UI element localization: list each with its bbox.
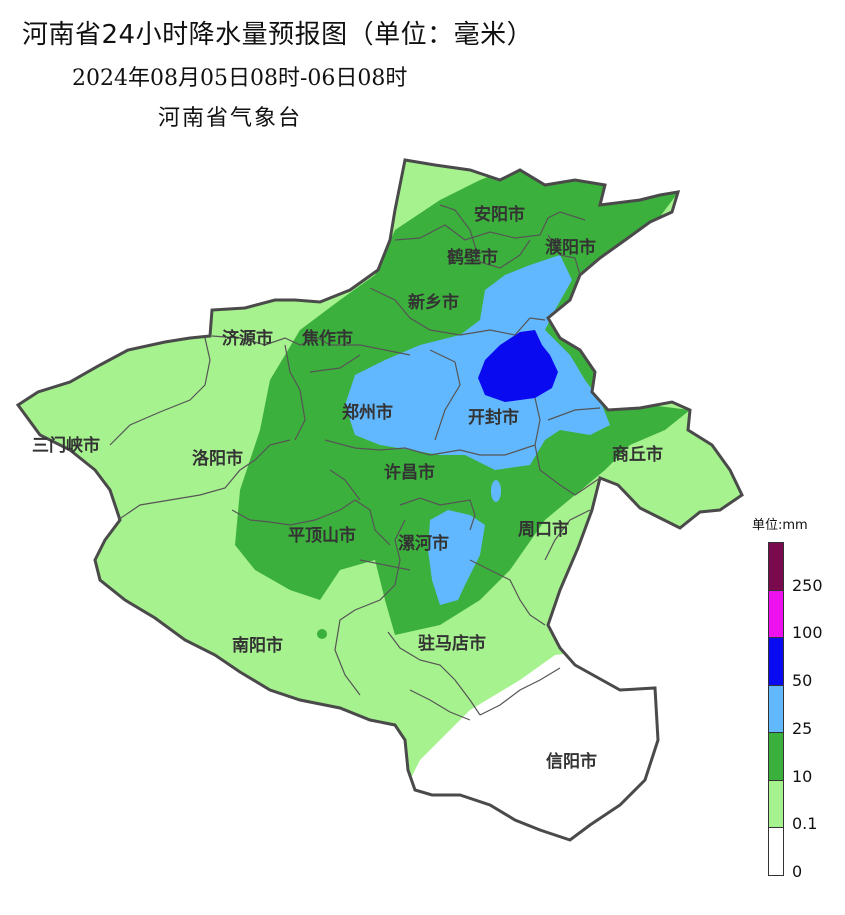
legend-swatch — [769, 685, 783, 734]
city-label-zhumadian: 驻马店市 — [418, 633, 486, 654]
legend-label: 100 — [792, 623, 823, 643]
city-boundaries — [109, 204, 601, 721]
city-label-xinxiang: 新乡市 — [408, 292, 459, 313]
city-label-luoyang: 洛阳市 — [192, 448, 243, 469]
city-label-shangqiu: 商丘市 — [612, 444, 663, 465]
legend-swatch — [769, 780, 783, 829]
city-label-zhengzhou: 郑州市 — [342, 402, 393, 423]
city-labels: 安阳市 鹤壁市 濮阳市 新乡市 济源市 焦作市 郑州市 开封市 三门峡市 洛阳市… — [32, 204, 663, 772]
legend-swatch — [769, 638, 783, 686]
province-border — [15, 158, 744, 842]
legend-swatch — [769, 733, 783, 781]
legend-unit: 单位:mm — [752, 518, 808, 533]
legend-label: 0 — [792, 862, 803, 881]
forecast-period: 2024年08月05日08时-06日08时 — [72, 66, 408, 91]
city-label-kaifeng: 开封市 — [468, 407, 519, 428]
legend-swatch — [769, 828, 783, 876]
legend-color-bar — [768, 542, 784, 876]
city-label-puyang: 濮阳市 — [545, 237, 596, 258]
legend-label: 0.1 — [792, 814, 818, 834]
city-label-pingdingshan: 平顶山市 — [288, 525, 356, 546]
map-title: 河南省24小时降水量预报图（单位：毫米） — [22, 20, 534, 50]
legend-label: 25 — [792, 718, 813, 738]
legend-swatch — [769, 590, 783, 639]
city-label-sanmenxia: 三门峡市 — [32, 435, 100, 456]
city-label-jiyuan: 济源市 — [222, 328, 273, 349]
legend-swatch — [769, 543, 783, 591]
city-label-luohe: 漯河市 — [398, 533, 449, 554]
city-label-zhoukou: 周口市 — [518, 519, 569, 540]
legend-label: 50 — [792, 671, 813, 691]
city-label-xinyang: 信阳市 — [546, 751, 597, 772]
legend-label: 250 — [792, 575, 823, 595]
city-label-hebi: 鹤壁市 — [447, 247, 498, 268]
city-label-anyang: 安阳市 — [474, 204, 525, 225]
legend-label: 10 — [792, 766, 813, 786]
city-label-nanyang: 南阳市 — [232, 635, 283, 656]
issuing-agency: 河南省气象台 — [158, 106, 303, 131]
city-label-jiaozuo: 焦作市 — [301, 328, 353, 349]
city-label-xuchang: 许昌市 — [384, 462, 435, 483]
